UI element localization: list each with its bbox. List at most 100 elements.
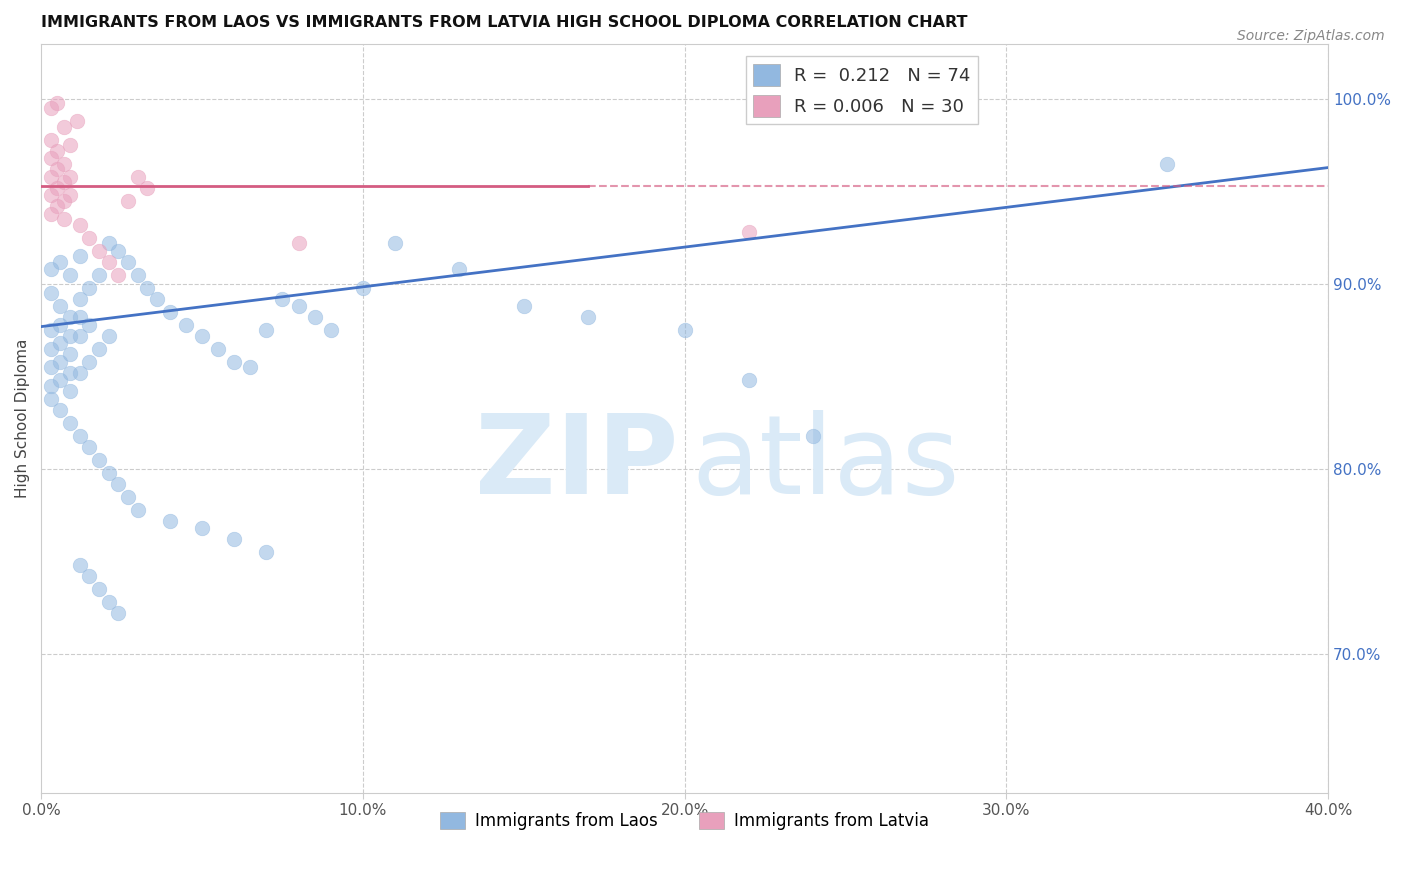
Point [87, 582, 110, 597]
Point [79, 318, 101, 332]
Point [69, 428, 91, 442]
Point [239, 360, 262, 375]
Point [46, 162, 69, 177]
Point [79, 231, 101, 245]
Point [127, 268, 149, 282]
Point [127, 169, 149, 184]
Point [513, 299, 536, 313]
Point [107, 244, 129, 258]
Point [384, 236, 406, 251]
Point [97, 595, 120, 609]
Point [191, 329, 214, 343]
Point [39, 262, 62, 277]
Point [39, 133, 62, 147]
Point [207, 342, 229, 356]
Point [319, 323, 342, 337]
Point [59, 347, 82, 361]
Point [59, 169, 82, 184]
Point [49, 355, 72, 369]
Point [49, 402, 72, 417]
Point [117, 255, 139, 269]
Point [39, 392, 62, 406]
Point [191, 521, 214, 535]
Point [738, 225, 761, 239]
Point [107, 476, 129, 491]
Point [59, 384, 82, 399]
Point [271, 292, 294, 306]
Point [52, 175, 75, 189]
Point [287, 299, 309, 313]
Point [65, 114, 87, 128]
Point [174, 318, 197, 332]
Point [39, 188, 62, 202]
Point [146, 292, 169, 306]
Point [304, 310, 326, 325]
Point [39, 342, 62, 356]
Point [39, 379, 62, 393]
Point [127, 502, 149, 516]
Text: Source: ZipAtlas.com: Source: ZipAtlas.com [1237, 29, 1385, 43]
Point [59, 310, 82, 325]
Point [107, 607, 129, 621]
Point [69, 292, 91, 306]
Point [1156, 157, 1178, 171]
Point [97, 255, 120, 269]
Point [97, 329, 120, 343]
Point [49, 299, 72, 313]
Point [136, 181, 159, 195]
Point [46, 199, 69, 213]
Point [79, 569, 101, 583]
Text: atlas: atlas [692, 409, 959, 516]
Point [79, 281, 101, 295]
Point [69, 310, 91, 325]
Point [287, 236, 309, 251]
Point [69, 366, 91, 380]
Point [49, 336, 72, 351]
Point [49, 373, 72, 387]
Point [224, 355, 246, 369]
Point [673, 323, 696, 337]
Point [59, 188, 82, 202]
Point [79, 355, 101, 369]
Point [59, 268, 82, 282]
Point [87, 342, 110, 356]
Text: ZIP: ZIP [475, 409, 678, 516]
Point [39, 207, 62, 221]
Point [69, 329, 91, 343]
Point [87, 452, 110, 467]
Point [52, 157, 75, 171]
Point [49, 255, 72, 269]
Point [254, 323, 277, 337]
Point [254, 545, 277, 559]
Point [159, 514, 181, 528]
Point [97, 466, 120, 480]
Text: IMMIGRANTS FROM LAOS VS IMMIGRANTS FROM LATVIA HIGH SCHOOL DIPLOMA CORRELATION C: IMMIGRANTS FROM LAOS VS IMMIGRANTS FROM … [41, 15, 967, 30]
Point [39, 360, 62, 375]
Point [449, 262, 471, 277]
Point [52, 212, 75, 227]
Point [87, 268, 110, 282]
Point [159, 305, 181, 319]
Y-axis label: High School Diploma: High School Diploma [15, 338, 30, 498]
Point [69, 558, 91, 573]
Point [39, 286, 62, 301]
Point [46, 95, 69, 110]
Point [46, 181, 69, 195]
Point [59, 366, 82, 380]
Point [87, 244, 110, 258]
Point [49, 318, 72, 332]
Point [352, 281, 374, 295]
Point [136, 281, 159, 295]
Point [59, 416, 82, 430]
Point [39, 169, 62, 184]
Point [79, 440, 101, 454]
Point [52, 194, 75, 208]
Point [39, 323, 62, 337]
Point [107, 268, 129, 282]
Point [59, 138, 82, 153]
Point [46, 144, 69, 158]
Point [39, 102, 62, 116]
Legend: Immigrants from Laos, Immigrants from Latvia: Immigrants from Laos, Immigrants from La… [433, 805, 936, 837]
Point [69, 249, 91, 263]
Point [39, 151, 62, 165]
